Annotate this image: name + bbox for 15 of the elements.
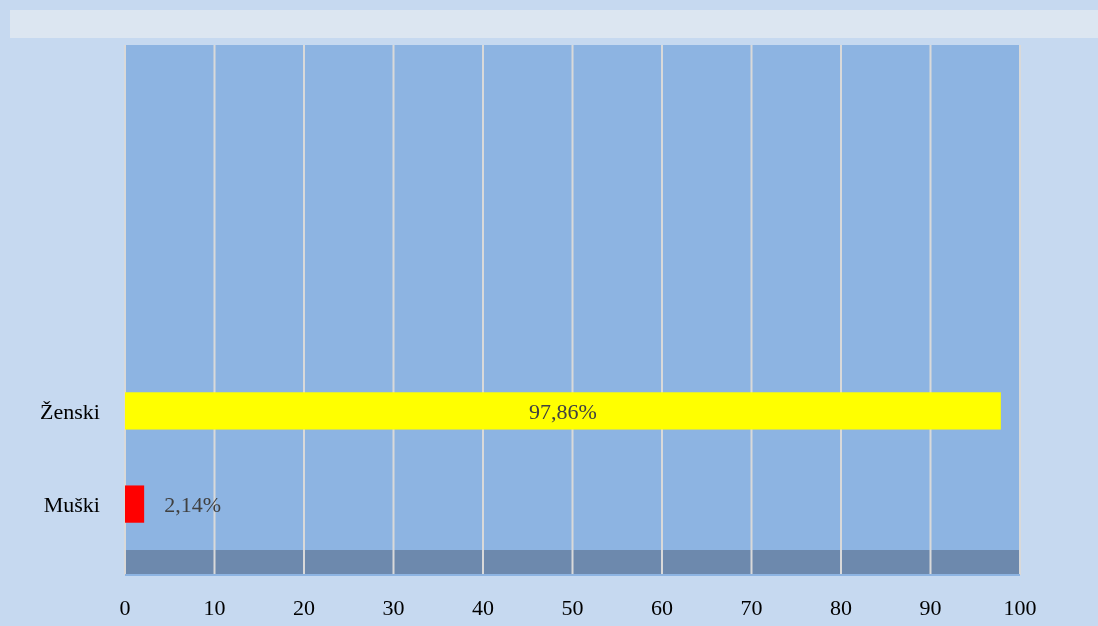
data-label: 2,14% <box>164 491 221 517</box>
x-tick-label: 100 <box>1003 595 1037 620</box>
x-tick-label: 40 <box>472 595 494 620</box>
x-tick-label: 80 <box>830 595 852 620</box>
x-tick-label: 60 <box>651 595 673 620</box>
data-label: 97,86% <box>529 398 597 424</box>
y-tick-label: Muški <box>43 491 100 517</box>
x-tick-label: 0 <box>119 595 131 620</box>
x-tick-label: 90 <box>919 595 942 620</box>
x-tick-label: 50 <box>561 595 584 620</box>
x-tick-label: 20 <box>293 595 315 620</box>
y-tick-label: Ženski <box>40 398 100 424</box>
x-tick-label: 70 <box>740 595 763 620</box>
x-tick-label: 30 <box>382 595 405 620</box>
x-tick-label: 10 <box>203 595 226 620</box>
